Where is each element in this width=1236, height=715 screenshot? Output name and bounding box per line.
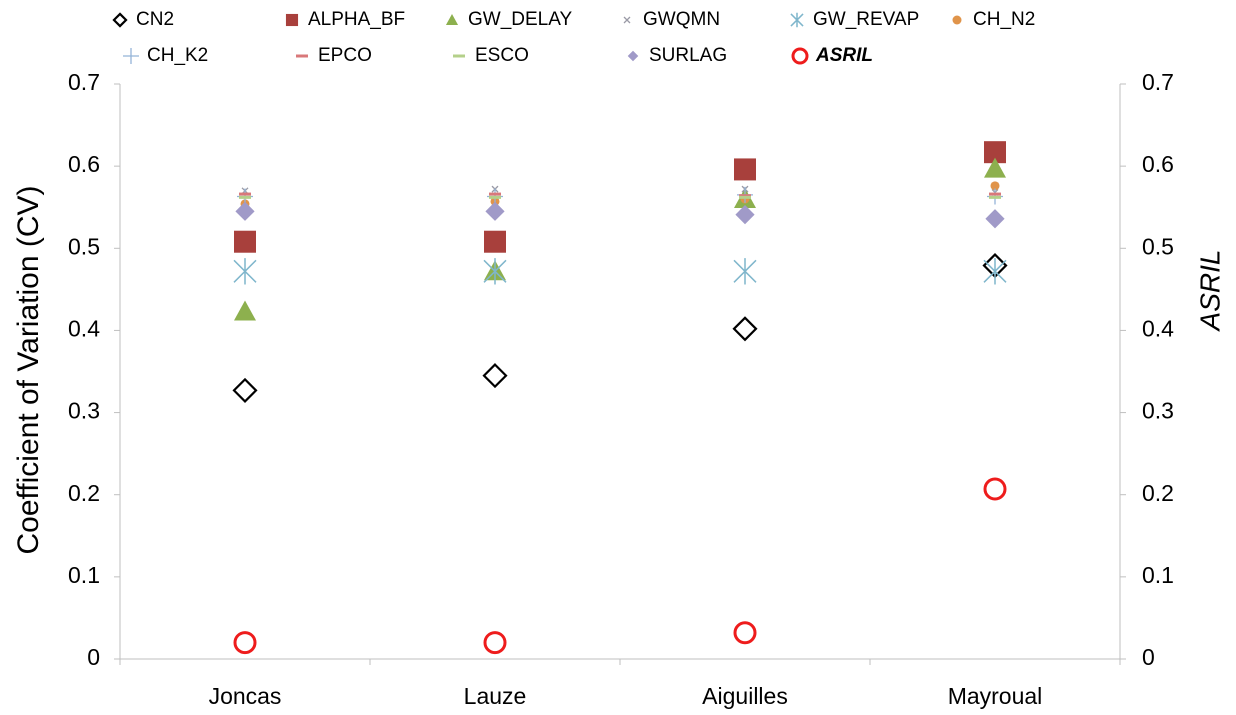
y2-tick-label: 0.2: [1142, 480, 1174, 506]
y-tick-label: 0.4: [68, 316, 100, 342]
point: [734, 158, 756, 181]
point: [733, 258, 757, 285]
point: [482, 363, 508, 389]
y-tick-label: 0.3: [68, 398, 100, 424]
y2-axis-title: ASRIL: [1194, 250, 1225, 333]
y-tick-label: 0: [87, 644, 100, 670]
y2-tick-label: 0.1: [1142, 562, 1174, 588]
legend-label: ESCO: [475, 45, 529, 66]
legend-label: SURLAG: [649, 45, 727, 66]
legend-marker: [952, 15, 962, 25]
legend-label: ALPHA_BF: [308, 9, 405, 30]
point: [739, 195, 751, 199]
point: [989, 195, 1001, 199]
legend-label: GW_REVAP: [813, 9, 919, 30]
legend-marker: [791, 47, 809, 65]
legend-marker: [790, 12, 804, 28]
x-tick-label: Aiguilles: [702, 683, 788, 709]
y2-tick-label: 0.6: [1142, 151, 1174, 177]
legend-marker: [112, 12, 128, 28]
point: [233, 631, 257, 655]
legend-marker: [627, 50, 639, 62]
point: [984, 141, 1006, 164]
legend-label: EPCO: [318, 45, 372, 66]
point: [985, 209, 1005, 229]
point: [485, 201, 505, 221]
point: [239, 195, 251, 199]
y-tick-label: 0.6: [68, 151, 100, 177]
x-tick-label: Mayroual: [948, 683, 1043, 709]
point: [234, 230, 256, 253]
point: [239, 192, 251, 196]
legend-label: GWQMN: [643, 9, 720, 30]
point: [983, 477, 1007, 501]
y2-tick-label: 0.7: [1142, 69, 1174, 95]
legend-label: CN2: [136, 9, 174, 30]
point: [739, 194, 751, 198]
point: [732, 316, 758, 342]
legend-marker: [296, 54, 308, 58]
y2-tick-label: 0.5: [1142, 233, 1174, 259]
point: [235, 201, 255, 221]
x-tick-label: Joncas: [209, 683, 282, 709]
point: [733, 621, 757, 645]
y2-tick-label: 0.4: [1142, 316, 1174, 342]
point: [990, 181, 1000, 191]
y-tick-label: 0.5: [68, 233, 100, 259]
legend-marker: [285, 13, 299, 27]
point: [233, 258, 257, 285]
point: [483, 258, 507, 285]
y-tick-label: 0.7: [68, 69, 100, 95]
y-tick-label: 0.2: [68, 480, 100, 506]
y-tick-label: 0.1: [68, 562, 100, 588]
legend-marker: [623, 16, 631, 24]
legend-label: CH_N2: [973, 9, 1035, 30]
point: [989, 192, 1001, 196]
legend-label: GW_DELAY: [468, 9, 573, 30]
point: [489, 192, 501, 196]
legend-marker: [123, 48, 139, 64]
x-tick-label: Lauze: [464, 683, 527, 709]
legend-label: ASRIL: [815, 45, 873, 66]
point: [735, 205, 755, 225]
y-axis-title: Coefficient of Variation (CV): [12, 185, 45, 554]
point: [234, 300, 256, 321]
point: [483, 631, 507, 655]
y2-tick-label: 0: [1142, 644, 1155, 670]
point: [484, 230, 506, 253]
y2-tick-label: 0.3: [1142, 398, 1174, 424]
legend-marker: [445, 13, 459, 25]
legend-label: CH_K2: [147, 45, 208, 66]
point: [489, 195, 501, 199]
point: [232, 377, 258, 403]
point: [983, 258, 1007, 285]
point: [984, 157, 1006, 178]
legend-marker: [453, 54, 465, 58]
